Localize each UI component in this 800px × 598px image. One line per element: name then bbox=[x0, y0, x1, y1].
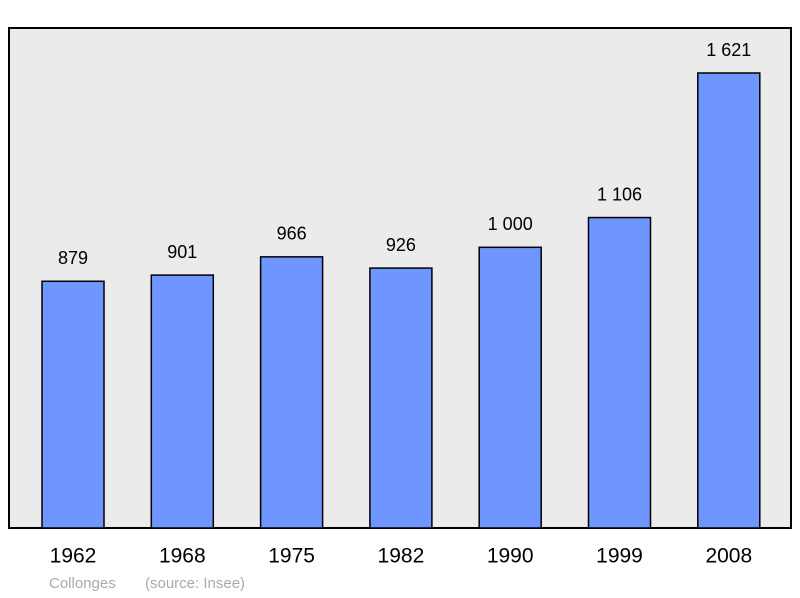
bar bbox=[259, 256, 324, 529]
bar bbox=[478, 246, 542, 529]
value-label: 1 621 bbox=[706, 40, 751, 60]
x-tick-label: 1990 bbox=[487, 545, 534, 568]
value-label: 966 bbox=[277, 224, 307, 244]
x-tick-label: 1975 bbox=[268, 545, 315, 568]
value-label: 879 bbox=[58, 248, 88, 268]
place-caption: Collonges bbox=[49, 575, 116, 592]
source-caption: (source: Insee) bbox=[145, 575, 245, 592]
value-label: 1 106 bbox=[597, 184, 642, 204]
x-tick-label: 1968 bbox=[159, 545, 206, 568]
value-label: 926 bbox=[386, 235, 416, 255]
bar bbox=[587, 216, 652, 529]
x-tick-label: 2008 bbox=[705, 545, 752, 568]
value-label: 901 bbox=[167, 242, 197, 262]
x-tick-label: 1962 bbox=[50, 545, 97, 568]
value-label: 1 000 bbox=[488, 214, 533, 234]
x-tick-label: 1982 bbox=[378, 545, 425, 568]
bar bbox=[697, 72, 761, 529]
x-tick-label: 1999 bbox=[596, 545, 643, 568]
bar bbox=[150, 274, 215, 529]
bar bbox=[369, 267, 433, 529]
bar bbox=[41, 280, 105, 529]
